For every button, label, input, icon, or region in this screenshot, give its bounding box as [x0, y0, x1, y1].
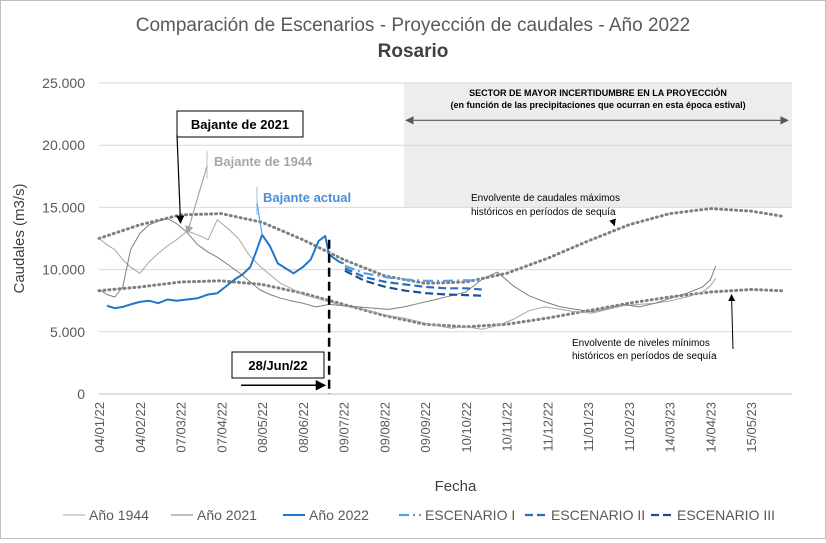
x-tick-label: 14/03/23	[663, 402, 678, 453]
series-line-anio-2022	[106, 233, 344, 310]
annotation-bajante-1944: Bajante de 1944	[214, 154, 313, 169]
series-line-anio-2021	[98, 218, 717, 313]
annotation-bajante-2021-arrow	[176, 134, 185, 224]
y-gridlines	[99, 82, 792, 395]
x-tick-label: 08/06/22	[296, 402, 311, 453]
annotation-envelope-min-line2: históricos en períodos de sequía	[572, 351, 717, 362]
y-tick-label: 25.000	[42, 75, 85, 91]
current-date-label: 28/Jun/22	[248, 358, 307, 373]
series-line-escenario-1	[344, 264, 482, 282]
series-line-escenario-3	[344, 269, 482, 297]
x-tick-labels: 04/01/22 04/02/22 07/03/22 07/04/22 08/05/22…	[92, 402, 759, 453]
x-tick-label: 08/05/22	[255, 402, 270, 453]
x-tick-label: 11/02/23	[622, 402, 637, 452]
x-tick-label: 07/04/22	[214, 402, 229, 453]
x-tick-label: 09/08/22	[377, 402, 392, 453]
x-axis-label: Fecha	[435, 478, 477, 495]
y-tick-label: 20.000	[42, 137, 85, 153]
annotation-envelope-max-line1: Envolvente de caudales máximos	[471, 193, 620, 204]
series-line-escenario-2	[344, 267, 482, 291]
legend-label-anio-1944: Año 1944	[89, 507, 149, 523]
x-tick-label: 07/03/22	[174, 402, 189, 453]
y-tick-label: 15.000	[42, 199, 85, 215]
legend-label-anio-2022: Año 2022	[309, 507, 369, 523]
x-tick-label: 14/04/23	[703, 402, 718, 453]
x-tick-label: 04/01/22	[92, 402, 107, 453]
annotation-bajante-actual: Bajante actual	[263, 190, 351, 205]
x-tick-label: 11/01/23	[581, 402, 596, 452]
x-tick-label: 10/11/22	[500, 402, 515, 452]
annotation-envelope-min-arrow	[728, 294, 736, 350]
uncertainty-band-label: SECTOR DE MAYOR INCERTIDUMBRE EN LA PROY…	[469, 87, 727, 98]
y-tick-label: 5.000	[50, 324, 85, 340]
envelope-lines	[97, 207, 783, 329]
x-tick-label: 11/12/22	[540, 402, 555, 452]
annotation-envelope-max-line2: históricos en períodos de sequía	[471, 207, 616, 218]
x-tick-label: 15/05/23	[744, 402, 759, 453]
legend-label-escenario-3: ESCENARIO III	[677, 507, 775, 523]
x-tick-label: 10/10/22	[459, 402, 474, 453]
y-axis-label: Caudales (m3/s)	[11, 183, 28, 293]
legend-label-escenario-1: ESCENARIO I	[425, 507, 515, 523]
legend-label-escenario-2: ESCENARIO II	[551, 507, 645, 523]
uncertainty-band-sublabel: (en función de las precipitaciones que o…	[450, 100, 745, 110]
annotation-bajante-actual-arrow	[256, 202, 263, 235]
y-tick-label: 10.000	[42, 262, 85, 278]
annotation-bajante-2021-box	[176, 110, 304, 138]
series-lines	[98, 218, 717, 330]
annotation-envelope-max-arrow	[609, 218, 616, 227]
annotation-envelope-min-line1: Envolvente de niveles mínimos	[572, 338, 710, 349]
x-tick-label: 09/09/22	[418, 402, 433, 453]
chart-title: Comparación de Escenarios - Proyección d…	[136, 15, 691, 36]
y-tick-labels: 0 5.000 10.000 15.000 20.000 25.000	[42, 75, 85, 402]
chart-subtitle: Rosario	[378, 41, 449, 62]
y-tick-label: 0	[77, 386, 85, 402]
annotation-bajante-1944-arrow	[185, 165, 208, 235]
x-tick-label: 04/02/22	[133, 402, 148, 453]
series-line-anio-1944	[98, 219, 717, 330]
x-tick-label: 09/07/22	[337, 402, 352, 453]
envelope-max-line	[97, 207, 783, 285]
annotation-bajante-2021: Bajante de 2021	[191, 117, 289, 132]
legend-label-anio-2021: Año 2021	[197, 507, 257, 523]
legend: Año 1944 Año 2021 Año 2022 ESCENARIO I ESCEN…	[63, 507, 775, 523]
current-date-box	[231, 351, 325, 379]
